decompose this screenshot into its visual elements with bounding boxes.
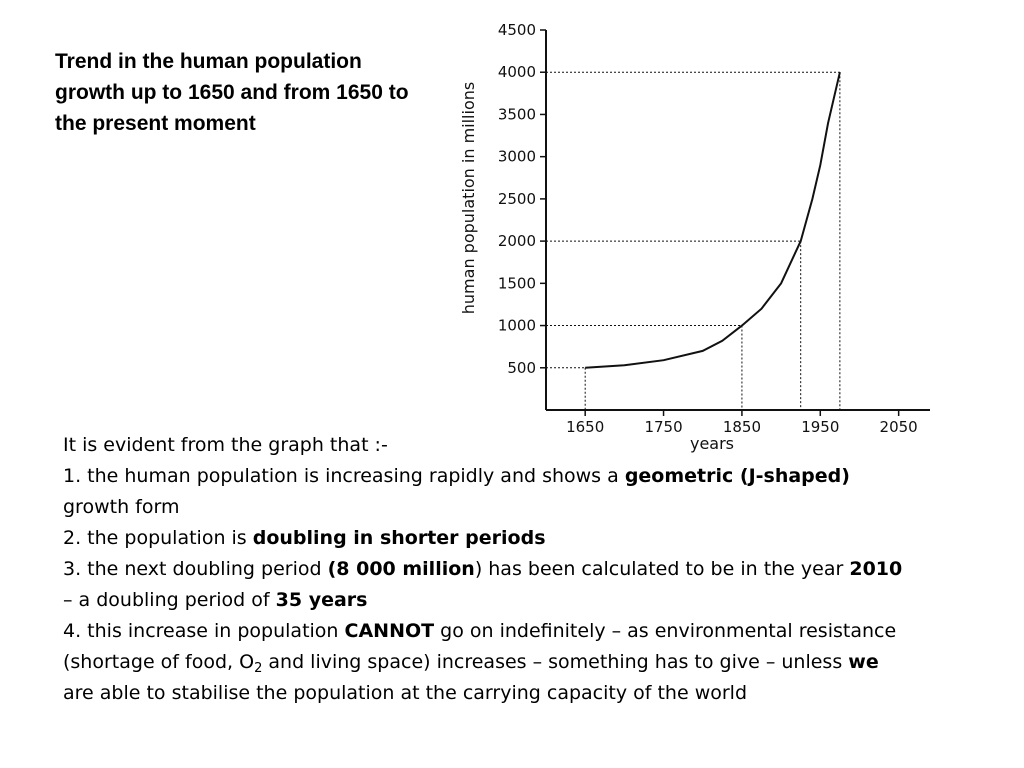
point-2-line: 2. the population is doubling in shorter… bbox=[63, 523, 968, 554]
y-tick-label: 4000 bbox=[498, 63, 536, 81]
point-3-emphasis-a: (8 000 million bbox=[327, 558, 475, 580]
x-tick-label: 1650 bbox=[566, 418, 604, 436]
point-4-line-2: (shortage of food, O2 and living space) … bbox=[63, 647, 968, 678]
slide-title: Trend in the human population growth up … bbox=[55, 50, 409, 135]
x-axis-title: years bbox=[690, 434, 734, 453]
point-2-text: 2. the population is bbox=[63, 527, 253, 549]
x-tick-label: 1850 bbox=[723, 418, 761, 436]
y-tick-label: 2500 bbox=[498, 190, 536, 208]
x-tick-label: 2050 bbox=[880, 418, 918, 436]
y-tick-label: 1000 bbox=[498, 317, 536, 335]
y-tick-label: 1500 bbox=[498, 274, 536, 292]
body-text: It is evident from the graph that :- 1. … bbox=[63, 430, 968, 709]
guide-lines bbox=[546, 71, 841, 410]
point-3-emphasis-c: 35 years bbox=[275, 589, 368, 611]
y-tick-label: 3500 bbox=[498, 105, 536, 123]
point-4-text-b: go on indefinitely – as environmental re… bbox=[434, 620, 897, 642]
x-tick-label: 1750 bbox=[644, 418, 682, 436]
point-3-text-c: – a doubling period of bbox=[63, 589, 276, 611]
point-3-text-a: 3. the next doubling period bbox=[63, 558, 328, 580]
point-1-emphasis: geometric (J-shaped) bbox=[624, 465, 850, 487]
intro-line: It is evident from the graph that :- bbox=[63, 434, 388, 456]
x-tick-label: 1950 bbox=[801, 418, 839, 436]
point-1-text: 1. the human population is increasing ra… bbox=[63, 465, 625, 487]
x-ticks: 1650 1750 1850 1950 2050 bbox=[566, 410, 918, 436]
point-4-text-c: (shortage of food, O bbox=[63, 651, 255, 673]
point-4-emphasis-b: we bbox=[848, 651, 879, 673]
oxygen-subscript: 2 bbox=[254, 661, 263, 676]
y-axis-title: human population in millions bbox=[459, 82, 478, 314]
point-1-line-2: growth form bbox=[63, 496, 180, 518]
point-4-line-1: 4. this increase in population CANNOT go… bbox=[63, 616, 968, 647]
point-3-line-2: – a doubling period of 35 years bbox=[63, 585, 968, 616]
point-4-line-3: are able to stabilise the population at … bbox=[63, 682, 748, 704]
point-3-emphasis-b: 2010 bbox=[849, 558, 903, 580]
y-tick-label: 2000 bbox=[498, 232, 536, 250]
point-3-text-b: ) has been calculated to be in the year bbox=[474, 558, 850, 580]
point-4-emphasis-a: CANNOT bbox=[344, 620, 435, 642]
point-3-line-1: 3. the next doubling period (8 000 milli… bbox=[63, 554, 968, 585]
y-tick-label: 4500 bbox=[498, 21, 536, 39]
population-curve bbox=[585, 71, 841, 369]
point-4-text-d: and living space) increases – something … bbox=[262, 651, 849, 673]
point-4-text-a: 4. this increase in population bbox=[63, 620, 345, 642]
y-tick-label: 500 bbox=[507, 359, 536, 377]
point-1-line-1: 1. the human population is increasing ra… bbox=[63, 461, 968, 492]
y-ticks: 500 1000 1500 2000 2500 3000 3500 4000 4500 bbox=[498, 21, 546, 377]
y-tick-label: 3000 bbox=[498, 148, 536, 166]
point-2-emphasis: doubling in shorter periods bbox=[252, 527, 546, 549]
